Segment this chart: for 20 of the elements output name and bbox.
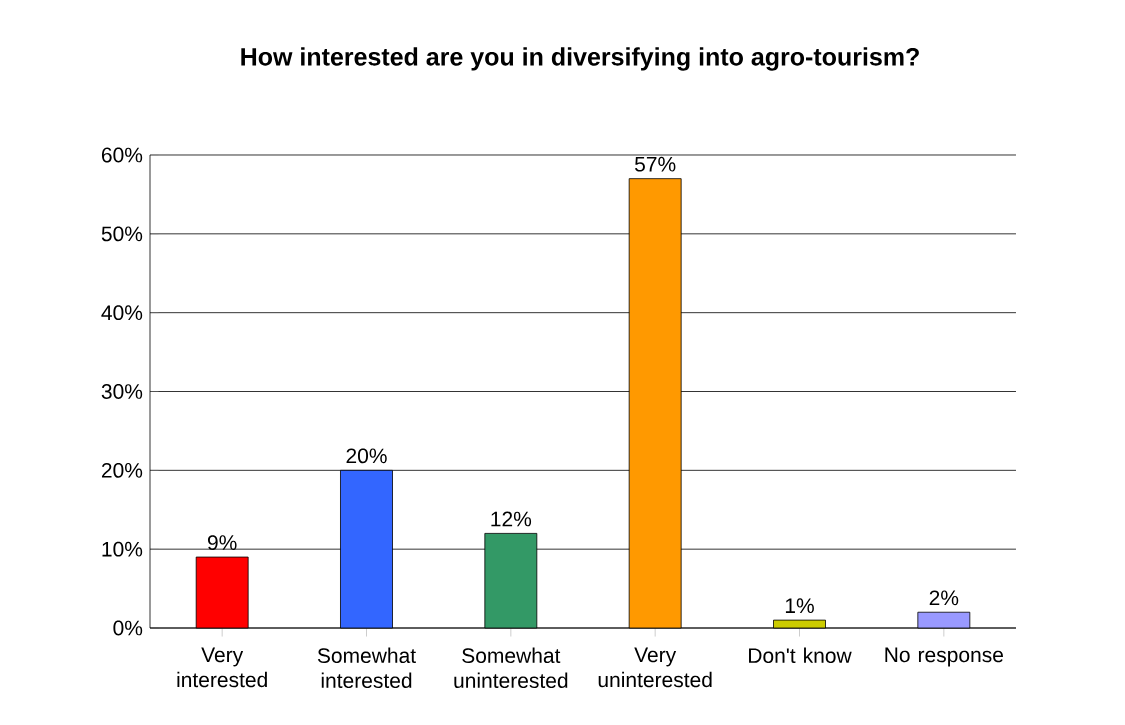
data-label: 9% <box>207 535 237 550</box>
y-tick-label: 10% <box>102 541 143 557</box>
y-tick-label: 60% <box>101 147 143 163</box>
x-tick-label: Very uninterested <box>598 647 712 688</box>
x-tick-label: No response <box>885 647 1003 667</box>
data-label: 12% <box>491 511 532 527</box>
y-tick-label: 50% <box>101 226 143 242</box>
y-tick-label: 40% <box>101 305 143 321</box>
y-tick-label: 30% <box>101 384 143 399</box>
y-tick-label: 20% <box>101 462 143 478</box>
data-label: 20% <box>346 448 387 464</box>
x-tick-label: Somewhat interested <box>317 647 416 689</box>
x-tick-label: Very interested <box>177 647 267 688</box>
y-tick-label: 0% <box>113 620 143 636</box>
chart-title: How interested are you in diversifying into agro-tourism? <box>241 47 919 71</box>
x-tick-label: Don't know <box>749 647 852 664</box>
x-tick-label: Somewhat uninterested <box>454 647 568 689</box>
data-label: 57% <box>635 156 676 172</box>
data-label: 2% <box>929 590 959 606</box>
data-label: 1% <box>785 598 814 614</box>
